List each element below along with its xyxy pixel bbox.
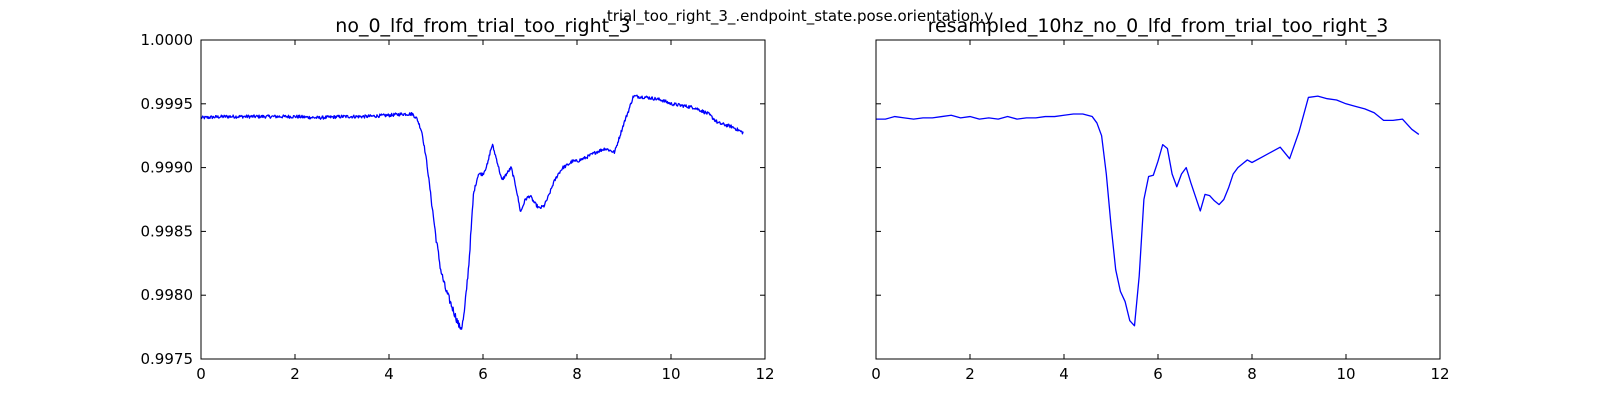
y-tick-label: 0.9985 (141, 222, 194, 240)
y-tick-label: 0.9995 (141, 95, 194, 113)
y-tick-label: 1.0000 (141, 31, 194, 49)
x-tick-label: 2 (965, 365, 975, 383)
y-tick-label: 0.9990 (141, 159, 194, 177)
series-line (876, 95, 1420, 327)
x-tick-label: 12 (1430, 365, 1449, 383)
x-tick-label: 0 (871, 365, 881, 383)
x-tick-label: 4 (1059, 365, 1069, 383)
subplot-title: no_0_lfd_from_trial_too_right_3 (335, 15, 630, 37)
subplot-title: resampled_10hz_no_0_lfd_from_trial_too_r… (928, 15, 1389, 37)
x-tick-label: 6 (478, 365, 488, 383)
x-tick-label: 4 (384, 365, 394, 383)
y-tick-label: 0.9975 (141, 350, 194, 368)
x-tick-label: 2 (290, 365, 300, 383)
x-tick-label: 10 (661, 365, 680, 383)
subplot-left: no_0_lfd_from_trial_too_right_3 0 2 4 6 8 10 1… (141, 15, 775, 383)
axes-frame (200, 39, 766, 360)
subplot-right: resampled_10hz_no_0_lfd_from_trial_too_r… (871, 15, 1449, 383)
x-tick-label: 6 (1153, 365, 1163, 383)
figure-suptitle: trial_too_right_3_.endpoint_state.pose.o… (607, 7, 993, 26)
y-tick-label: 0.9980 (141, 286, 194, 304)
x-tick-label: 8 (1247, 365, 1257, 383)
axes-frame (875, 39, 1441, 360)
x-tick-label: 12 (755, 365, 774, 383)
x-tick-label: 10 (1336, 365, 1355, 383)
x-tick-label: 8 (572, 365, 582, 383)
series-line (200, 94, 744, 330)
x-tick-label: 0 (196, 365, 206, 383)
